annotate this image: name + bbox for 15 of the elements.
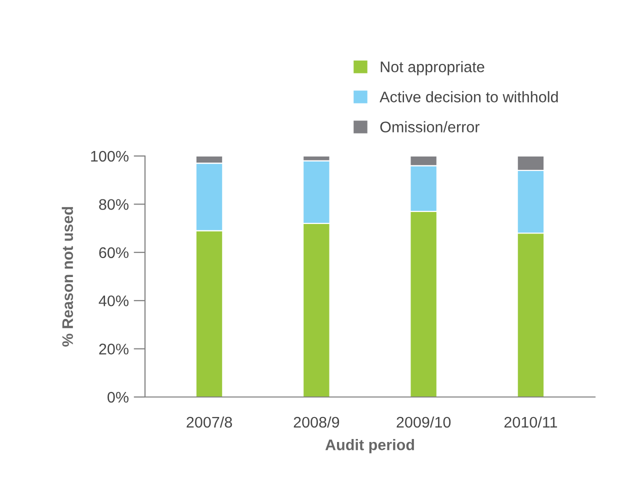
legend-label: Active decision to withhold <box>380 91 558 102</box>
x-tick-label: 2010/11 <box>504 416 558 428</box>
legend-label: Not appropriate <box>380 61 484 76</box>
x-axis-title: Audit period <box>325 439 414 454</box>
x-tick-label: 2009/10 <box>396 416 451 428</box>
y-tick-label: 100% <box>91 150 128 162</box>
y-tick-label: 80% <box>99 199 128 210</box>
x-tick-label: 2007/8 <box>186 416 232 428</box>
legend-label: Omission/error <box>380 121 480 132</box>
y-tick-label: 40% <box>98 295 128 306</box>
y-axis-title: % Reason not used <box>62 207 74 347</box>
y-tick-label: 60% <box>99 247 128 258</box>
y-tick-label: 20% <box>99 344 128 354</box>
y-tick-label: 0% <box>108 392 128 403</box>
x-tick-label: 2008/9 <box>294 416 340 428</box>
